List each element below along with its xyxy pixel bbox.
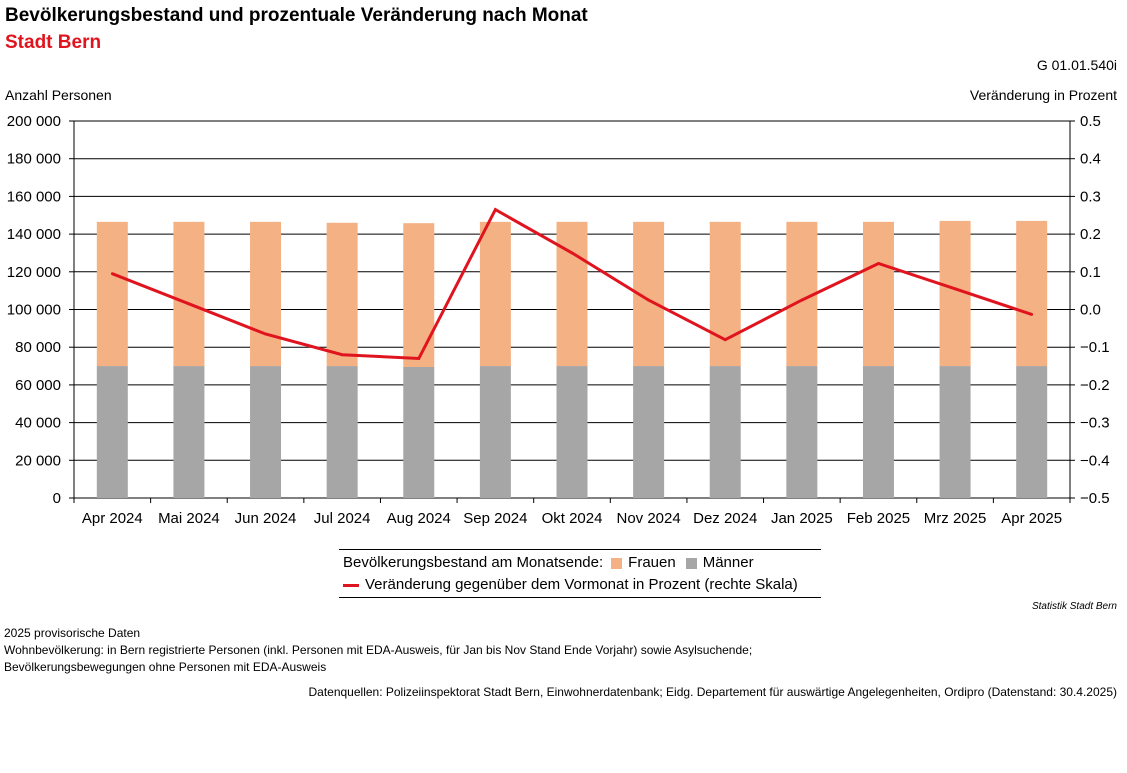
chart-title: Bevölkerungsbestand und prozentuale Verä… xyxy=(5,5,588,26)
bar-frauen xyxy=(173,221,205,367)
line-point xyxy=(953,287,957,291)
line-point xyxy=(493,208,497,211)
line-point xyxy=(110,272,114,276)
line-point xyxy=(800,298,804,302)
bar-maenner xyxy=(479,366,511,498)
bar-frauen xyxy=(1016,220,1048,367)
line-point xyxy=(723,338,727,342)
legend-swatch-maenner xyxy=(685,557,697,569)
bar-maenner xyxy=(250,366,282,498)
y-tick-label-right: 0.4 xyxy=(1080,151,1101,168)
y-tick-label-left: 80 000 xyxy=(15,339,61,356)
source-label: Statistik Stadt Bern xyxy=(1031,601,1117,612)
bar-frauen xyxy=(326,222,358,367)
legend-label-line: Veränderung gegenüber dem Vormonat in Pr… xyxy=(365,576,798,593)
y-tick-label-right: −0.2 xyxy=(1080,377,1110,394)
legend-swatch-frauen xyxy=(611,557,623,569)
y-tick-label-right: 0.5 xyxy=(1080,113,1101,130)
bar-frauen xyxy=(556,221,588,367)
line-point xyxy=(877,262,880,265)
bar-frauen xyxy=(96,221,128,367)
x-tick-label: Mai 2024 xyxy=(158,510,220,527)
line-point xyxy=(417,357,421,360)
y-tick-label-left: 100 000 xyxy=(7,302,61,319)
y-tick-label-right: 0.1 xyxy=(1080,264,1101,281)
y-tick-label-left: 200 000 xyxy=(7,113,61,130)
y-tick-label-left: 60 000 xyxy=(15,377,61,394)
bar-frauen xyxy=(250,221,282,367)
y-tick-label-right: −0.4 xyxy=(1080,452,1110,469)
line-point xyxy=(340,353,344,357)
x-tick-label: Mrz 2025 xyxy=(924,510,987,527)
chart-subtitle: Stadt Bern xyxy=(5,32,102,53)
y-axis-label-right: Veränderung in Prozent xyxy=(969,87,1117,103)
bar-maenner xyxy=(403,366,435,498)
bar-maenner xyxy=(862,366,894,498)
bar-maenner xyxy=(326,366,358,498)
x-tick-label: Sep 2024 xyxy=(463,510,527,527)
x-tick-label: Apr 2025 xyxy=(1001,510,1062,527)
line-point xyxy=(264,332,267,336)
footnote-1: 2025 provisorische Daten xyxy=(4,626,141,640)
x-tick-label: Okt 2024 xyxy=(542,510,603,527)
chart-legend: Bevölkerungsbestand am Monatsende: Fraue… xyxy=(339,549,821,598)
y-axis-label-left: Anzahl Personen xyxy=(5,87,112,103)
y-tick-label-left: 120 000 xyxy=(7,264,61,281)
line-point xyxy=(570,251,574,255)
line-point xyxy=(647,298,651,302)
bar-frauen xyxy=(403,223,435,367)
legend-label-frauen: Frauen xyxy=(628,554,676,571)
y-tick-label-left: 180 000 xyxy=(7,151,61,168)
x-tick-label: Jul 2024 xyxy=(314,510,371,527)
bar-maenner xyxy=(786,366,818,498)
y-tick-label-right: 0.2 xyxy=(1080,226,1101,243)
x-tick-label: Nov 2024 xyxy=(617,510,681,527)
data-source: Datenquellen: Polizeiinspektorat Stadt B… xyxy=(308,685,1117,699)
x-tick-label: Dez 2024 xyxy=(693,510,757,527)
y-tick-label-left: 160 000 xyxy=(7,188,61,205)
y-tick-label-right: −0.1 xyxy=(1080,339,1110,356)
legend-swatch-line xyxy=(343,583,359,587)
bar-frauen xyxy=(862,221,894,367)
footnote-2: Wohnbevölkerung: in Bern registrierte Pe… xyxy=(4,643,753,657)
chart-plot: 0 20 000 40 000 60 000 80 000 100 000 120 000 1… xyxy=(7,113,1110,527)
y-tick-label-left: 140 000 xyxy=(7,226,61,243)
chart-code: G 01.01.540i xyxy=(1036,57,1117,73)
bar-frauen xyxy=(479,221,511,367)
x-tick-label: Apr 2024 xyxy=(82,510,143,527)
legend-label-maenner: Männer xyxy=(702,554,754,571)
line-point xyxy=(1030,313,1034,316)
y-tick-label-right: 0.3 xyxy=(1080,188,1101,205)
y-tick-label-right: −0.3 xyxy=(1080,415,1110,432)
x-tick-label: Jun 2024 xyxy=(235,510,297,527)
line-point xyxy=(187,302,191,306)
bar-maenner xyxy=(556,366,588,498)
bar-maenner xyxy=(709,366,741,498)
x-tick-label: Aug 2024 xyxy=(387,510,451,527)
footnote-3: Bevölkerungsbewegungen ohne Personen mit… xyxy=(4,660,327,674)
bar-maenner xyxy=(1016,366,1048,498)
legend-prefix: Bevölkerungsbestand am Monatsende: xyxy=(343,554,604,571)
y-tick-label-left: 40 000 xyxy=(15,415,61,432)
bar-maenner xyxy=(173,366,205,498)
y-tick-label-right: 0.0 xyxy=(1080,302,1101,319)
legend-row-bars: Bevölkerungsbestand am Monatsende: Fraue… xyxy=(339,552,821,574)
legend-row-line: Veränderung gegenüber dem Vormonat in Pr… xyxy=(339,574,821,596)
bar-maenner xyxy=(939,366,971,498)
y-tick-label-left: 0 xyxy=(53,490,61,507)
bar-maenner xyxy=(633,366,665,498)
y-tick-label-left: 20 000 xyxy=(15,452,61,469)
x-tick-label: Feb 2025 xyxy=(847,510,910,527)
y-tick-label-right: −0.5 xyxy=(1080,490,1110,507)
bar-frauen xyxy=(709,221,741,367)
x-tick-label: Jan 2025 xyxy=(771,510,833,527)
bar-maenner xyxy=(96,366,128,498)
